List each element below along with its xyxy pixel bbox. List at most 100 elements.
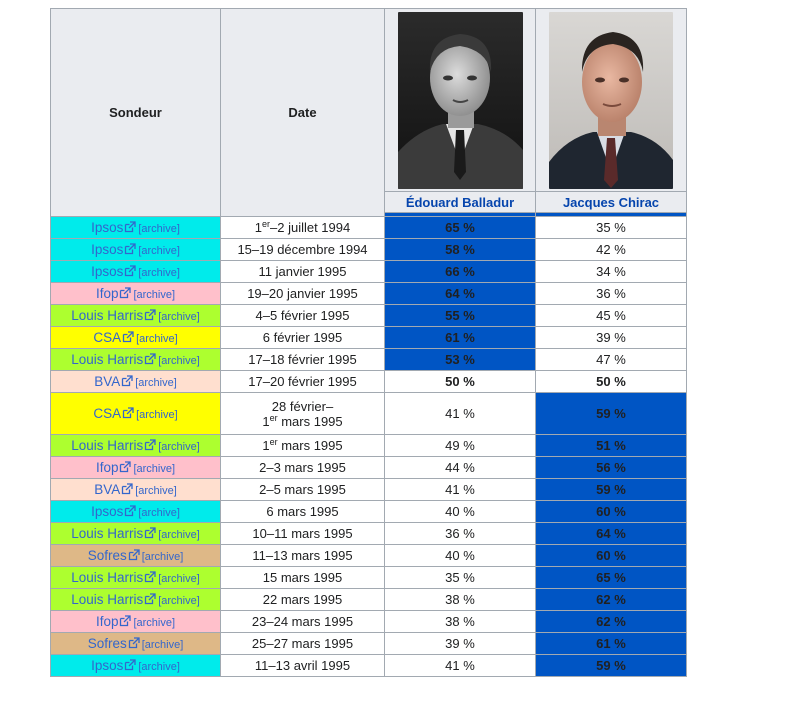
external-link-icon[interactable] (128, 637, 140, 649)
pollster-link[interactable]: Ifop (95, 614, 119, 629)
external-link-icon[interactable] (124, 221, 136, 233)
external-link-icon[interactable] (124, 265, 136, 277)
pollster-link[interactable]: BVA (94, 482, 121, 497)
archive-link[interactable]: [archive] (158, 355, 200, 367)
pollster-cell: Louis Harris [archive] (50, 304, 221, 327)
pollster-link[interactable]: Ipsos (91, 220, 124, 235)
archive-link[interactable]: [archive] (133, 617, 176, 629)
table-row: CSA [archive] 6 février 1995 61 % 39 % (50, 326, 687, 349)
external-link-icon[interactable] (122, 407, 134, 419)
external-link-icon[interactable] (122, 331, 134, 343)
archive-link[interactable]: [archive] (135, 485, 177, 497)
result-chirac: 36 % (535, 282, 687, 305)
pollster-cell: Louis Harris [archive] (50, 522, 221, 545)
external-link-icon[interactable] (124, 659, 136, 671)
pollster-link[interactable]: Ifop (95, 286, 119, 301)
pollster-link[interactable]: Louis Harris (71, 592, 144, 607)
archive-link[interactable]: [archive] (138, 245, 180, 257)
pollster-cell: Ifop [archive] (50, 456, 221, 479)
external-link-icon[interactable] (144, 593, 156, 605)
candidate-name-balladur[interactable]: Édouard Balladur (384, 191, 536, 213)
pollster-link[interactable]: Sofres (87, 636, 127, 651)
archive-link[interactable]: [archive] (136, 409, 178, 421)
result-chirac: 39 % (535, 326, 687, 349)
result-chirac: 59 % (535, 654, 687, 677)
result-chirac: 59 % (535, 392, 687, 435)
balladur-photo-cell (384, 8, 536, 192)
date-cell: 22 mars 1995 (220, 588, 385, 611)
candidate-name-chirac[interactable]: Jacques Chirac (535, 191, 687, 213)
pollster-cell: Sofres [archive] (50, 544, 221, 567)
pollster-link[interactable]: Ipsos (91, 264, 124, 279)
pollster-cell: CSA [archive] (50, 392, 221, 435)
external-link-icon[interactable] (124, 243, 136, 255)
pollster-link[interactable]: Ipsos (91, 658, 124, 673)
table-row: Louis Harris [archive] 4–5 février 1995 55 … (50, 304, 687, 327)
archive-link[interactable]: [archive] (158, 573, 200, 585)
date-text: 1 (254, 220, 262, 235)
pollster-link[interactable]: Ipsos (91, 504, 124, 519)
archive-link[interactable]: [archive] (158, 595, 200, 607)
archive-link[interactable]: [archive] (158, 529, 200, 541)
date-text: 6 février 1995 (262, 330, 343, 345)
pollster-link[interactable]: Ipsos (91, 242, 124, 257)
date-text: 23–24 mars 1995 (251, 614, 354, 629)
pollster-link[interactable]: Louis Harris (71, 352, 144, 367)
external-link-icon[interactable] (144, 353, 156, 365)
pollster-link[interactable]: CSA (93, 406, 122, 421)
pollster-link[interactable]: BVA (94, 374, 121, 389)
archive-link[interactable]: [archive] (138, 507, 180, 519)
archive-link[interactable]: [archive] (138, 661, 180, 673)
date-text: –2 juillet 1994 (270, 220, 351, 235)
date-cell: 17–20 février 1995 (220, 370, 385, 393)
pollster-link[interactable]: CSA (93, 330, 122, 345)
date-text: 4–5 février 1995 (255, 308, 350, 323)
table-row: Sofres [archive] 25–27 mars 1995 39 % 61 % (50, 632, 687, 655)
external-link-icon[interactable] (144, 439, 156, 451)
external-link-icon[interactable] (144, 527, 156, 539)
pollster-link[interactable]: Louis Harris (71, 526, 144, 541)
table-row: Sofres [archive] 11–13 mars 1995 40 % 60 % (50, 544, 687, 567)
external-link-icon[interactable] (144, 571, 156, 583)
pollster-cell: BVA [archive] (50, 370, 221, 393)
pollster-link[interactable]: Ifop (95, 460, 119, 475)
external-link-icon[interactable] (144, 309, 156, 321)
archive-link[interactable]: [archive] (133, 289, 176, 301)
external-link-icon[interactable] (119, 461, 132, 473)
pollster-link[interactable]: Sofres (87, 548, 127, 563)
date-cell: 15–19 décembre 1994 (220, 238, 385, 261)
result-balladur: 41 % (384, 392, 536, 435)
archive-link[interactable]: [archive] (133, 463, 176, 475)
pollster-link[interactable]: Louis Harris (71, 308, 144, 323)
pollster-link[interactable]: Louis Harris (71, 570, 144, 585)
external-link-icon[interactable] (128, 549, 140, 561)
poll-rows: Ipsos [archive] 1er–2 juillet 1994 65 % 35 %… (50, 216, 687, 677)
archive-link[interactable]: [archive] (158, 311, 200, 323)
external-link-icon[interactable] (121, 375, 133, 387)
archive-link[interactable]: [archive] (141, 551, 184, 563)
archive-link[interactable]: [archive] (138, 223, 180, 235)
balladur-portrait-icon[interactable] (397, 11, 523, 189)
pollster-cell: Ifop [archive] (50, 610, 221, 633)
external-link-icon[interactable] (124, 505, 136, 517)
archive-link[interactable]: [archive] (141, 639, 184, 651)
date-cell: 28 février– 1er mars 1995 (220, 392, 385, 435)
chirac-portrait-icon[interactable] (549, 11, 673, 189)
external-link-icon[interactable] (121, 483, 133, 495)
result-balladur: 65 % (384, 216, 536, 239)
external-link-icon[interactable] (119, 287, 132, 299)
pollster-link[interactable]: Louis Harris (71, 438, 144, 453)
result-chirac: 51 % (535, 434, 687, 457)
result-chirac: 47 % (535, 348, 687, 371)
archive-link[interactable]: [archive] (158, 441, 200, 453)
result-chirac: 45 % (535, 304, 687, 327)
result-balladur: 40 % (384, 544, 536, 567)
archive-link[interactable]: [archive] (138, 267, 180, 279)
date-text: 10–11 mars 1995 (252, 526, 353, 541)
external-link-icon[interactable] (119, 615, 132, 627)
date-text: 11–13 avril 1995 (254, 658, 351, 673)
pollster-cell: Ifop [archive] (50, 282, 221, 305)
archive-link[interactable]: [archive] (135, 377, 177, 389)
pollster-cell: BVA [archive] (50, 478, 221, 501)
archive-link[interactable]: [archive] (136, 333, 178, 345)
